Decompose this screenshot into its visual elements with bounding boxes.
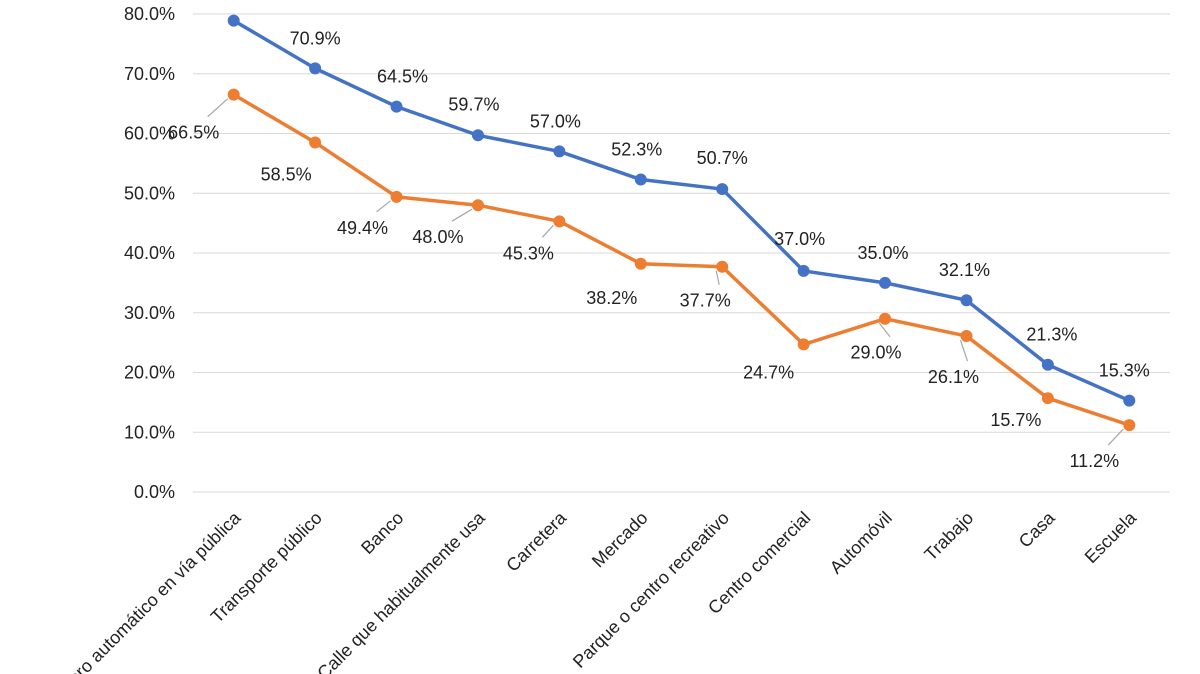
x-tick-label: Casa — [1015, 507, 1060, 552]
x-tick-label: Mercado — [588, 508, 652, 572]
data-label: 45.3% — [503, 243, 554, 263]
data-label: 70.9% — [290, 28, 341, 48]
leader-line — [376, 200, 391, 213]
data-point — [390, 100, 403, 113]
data-point — [1123, 419, 1136, 432]
data-point — [309, 136, 322, 149]
data-label: 11.2% — [1069, 451, 1119, 471]
data-point — [960, 294, 973, 307]
x-tick-label: Escuela — [1081, 507, 1141, 567]
data-point — [553, 215, 566, 228]
leader-line — [715, 270, 720, 285]
data-label: 58.5% — [261, 164, 312, 184]
y-tick-label: 10.0% — [124, 422, 175, 442]
data-point — [1041, 392, 1054, 405]
leader-line — [541, 224, 554, 238]
data-point — [634, 173, 647, 186]
data-label: 52.3% — [611, 140, 662, 160]
x-tick-label: Trabajo — [920, 508, 977, 565]
leader-line — [451, 208, 473, 222]
data-point — [1123, 394, 1136, 407]
y-tick-label: 60.0% — [124, 124, 175, 144]
y-tick-label: 50.0% — [124, 183, 175, 203]
series-line — [232, 93, 1130, 427]
y-axis: 0.0% 10.0% 20.0% 30.0% 40.0% 50.0% 60.0% 70.0% 8… — [124, 4, 175, 502]
data-point — [553, 145, 566, 158]
data-label: 15.3% — [1099, 361, 1150, 381]
series-line — [232, 19, 1130, 403]
data-point — [390, 190, 403, 203]
data-point — [879, 312, 892, 325]
data-label: 50.7% — [697, 148, 748, 168]
y-tick-label: 40.0% — [124, 243, 175, 263]
data-labels: 70.9% 64.5% 59.7% 57.0% 52.3% 50.7% 37.0% 35.0%… — [168, 28, 1150, 471]
x-tick-label: Calle que habitualmente usa — [313, 507, 489, 674]
data-point — [227, 14, 240, 27]
y-tick-label: 70.0% — [124, 64, 175, 84]
data-label: 38.2% — [586, 288, 637, 308]
data-point — [716, 260, 729, 273]
leader-line — [1107, 428, 1124, 446]
leader-line — [959, 339, 969, 362]
data-point — [471, 129, 484, 142]
y-tick-label: 0.0% — [134, 482, 175, 502]
data-point — [471, 199, 484, 212]
data-label: 57.0% — [530, 111, 581, 131]
data-label: 66.5% — [168, 123, 219, 143]
data-label: 24.7% — [743, 362, 794, 382]
data-label: 64.5% — [377, 67, 428, 87]
data-point — [309, 62, 322, 75]
data-label: 49.4% — [337, 218, 388, 238]
data-label: 48.0% — [412, 227, 463, 247]
gridlines — [193, 13, 1170, 493]
y-tick-label: 80.0% — [124, 4, 175, 24]
data-point — [797, 338, 810, 351]
x-tick-label: Parque o centro recreativo — [569, 508, 733, 672]
series-layer — [227, 14, 1136, 432]
data-label: 35.0% — [858, 243, 909, 263]
data-point — [716, 183, 729, 196]
data-label: 21.3% — [1026, 325, 1077, 345]
x-axis: Cajero automático en vía públicaTranspor… — [45, 507, 1141, 674]
x-tick-label: Cajero automático en vía pública — [45, 507, 245, 674]
y-tick-label: 20.0% — [124, 363, 175, 383]
data-point — [879, 276, 892, 289]
leader-line — [207, 98, 229, 118]
leader-line — [878, 322, 891, 338]
data-label: 26.1% — [928, 367, 979, 387]
data-label: 37.0% — [774, 229, 825, 249]
data-label: 15.7% — [990, 410, 1041, 430]
data-point — [634, 257, 647, 270]
y-tick-label: 30.0% — [124, 303, 175, 323]
data-point — [960, 330, 973, 343]
data-label: 59.7% — [448, 94, 499, 114]
data-label: 32.1% — [939, 260, 990, 280]
data-point — [227, 88, 240, 101]
x-tick-label: Banco — [357, 508, 407, 558]
data-label: 29.0% — [851, 343, 902, 363]
data-point — [1041, 358, 1054, 371]
x-tick-label: Carretera — [502, 507, 571, 576]
x-tick-label: Automóvil — [826, 508, 896, 578]
data-point — [797, 264, 810, 277]
data-label: 37.7% — [680, 291, 731, 311]
